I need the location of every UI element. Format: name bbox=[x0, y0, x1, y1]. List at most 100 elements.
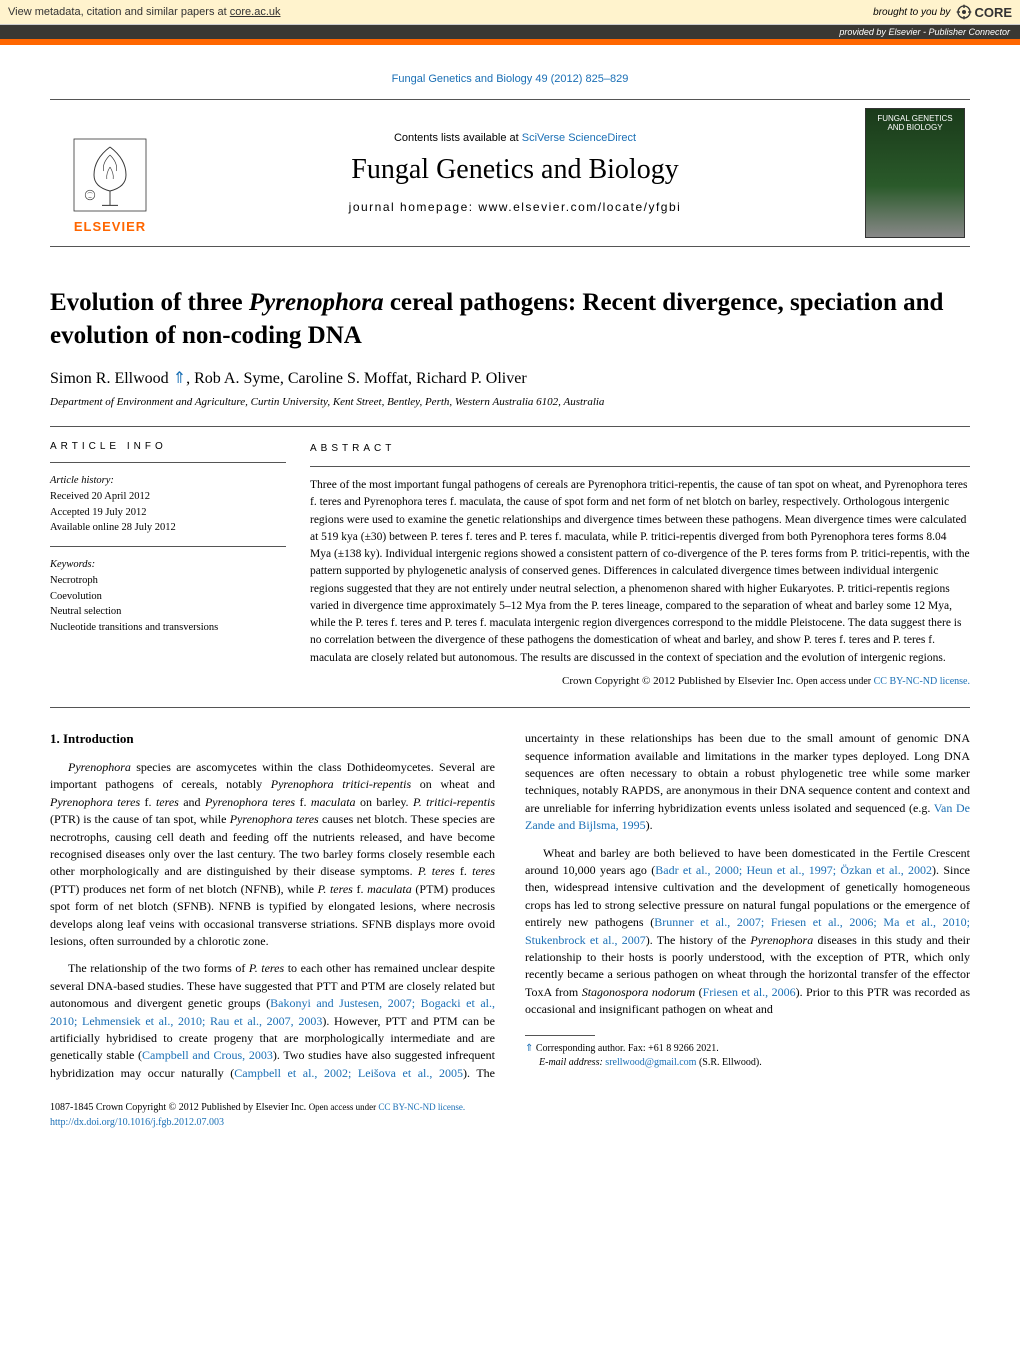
body-text-span: f. bbox=[353, 882, 367, 896]
citation-link[interactable]: Badr et al., 2000; Heun et al., 1997; Öz… bbox=[655, 863, 932, 877]
body-text-span: maculata bbox=[311, 795, 356, 809]
authors-rest: , Rob A. Syme, Caroline S. Moffat, Richa… bbox=[186, 370, 527, 387]
keywords-list: Necrotroph Coevolution Neutral selection… bbox=[50, 573, 286, 636]
body-text-span: f. bbox=[295, 795, 311, 809]
core-logo[interactable]: CORE bbox=[956, 4, 1012, 20]
journal-cover-cell: FUNGAL GENETICS AND BIOLOGY bbox=[860, 108, 970, 238]
core-link[interactable]: core.ac.uk bbox=[230, 6, 281, 18]
cover-line1: FUNGAL GENETICS bbox=[877, 114, 952, 123]
body-text-span: The relationship of the two forms of bbox=[68, 961, 249, 975]
history-received: Received 20 April 2012 bbox=[50, 489, 286, 505]
email-footnote: E-mail address: srellwood@gmail.com (S.R… bbox=[525, 1056, 970, 1070]
license-prefix: Open access under bbox=[796, 676, 873, 687]
title-species: Pyrenophora bbox=[249, 289, 384, 316]
sciencedirect-link[interactable]: SciVerse ScienceDirect bbox=[522, 132, 636, 144]
body-text-span: teres bbox=[156, 795, 179, 809]
core-banner-right: brought to you by CORE bbox=[873, 4, 1012, 20]
affiliation: Department of Environment and Agricultur… bbox=[50, 396, 970, 408]
body-text-span: ). The history of the bbox=[646, 933, 751, 947]
bottom-license-link[interactable]: CC BY-NC-ND license. bbox=[378, 1102, 465, 1112]
brought-by-text: brought to you by bbox=[873, 7, 950, 18]
body-text: 1. Introduction Pyrenophora species are … bbox=[50, 730, 970, 1082]
article-title: Evolution of three Pyrenophora cereal pa… bbox=[50, 287, 970, 352]
history-accepted: Accepted 19 July 2012 bbox=[50, 505, 286, 521]
corresponding-footnote: ⇑ Corresponding author. Fax: +61 8 9266 … bbox=[525, 1042, 970, 1056]
elsevier-tree-icon bbox=[70, 135, 150, 215]
body-text-span: P. teres bbox=[318, 882, 353, 896]
email-link[interactable]: srellwood@gmail.com bbox=[605, 1057, 696, 1068]
journal-cover-image: FUNGAL GENETICS AND BIOLOGY bbox=[865, 108, 965, 238]
keywords-label: Keywords: bbox=[50, 557, 286, 573]
doi-link[interactable]: http://dx.doi.org/10.1016/j.fgb.2012.07.… bbox=[50, 1117, 224, 1128]
body-text-span: Pyrenophora tritici-repentis bbox=[271, 777, 411, 791]
footnote-corr-text: Corresponding author. Fax: +61 8 9266 20… bbox=[533, 1043, 718, 1054]
email-suffix: (S.R. Ellwood). bbox=[696, 1057, 761, 1068]
footnote-rule bbox=[525, 1035, 595, 1036]
body-text-span: Pyrenophora bbox=[750, 933, 813, 947]
footnote-block: ⇑ Corresponding author. Fax: +61 8 9266 … bbox=[525, 1035, 970, 1070]
page-content: Fungal Genetics and Biology 49 (2012) 82… bbox=[0, 45, 1020, 1150]
keyword-item: Neutral selection bbox=[50, 604, 286, 620]
bottom-license-prefix: Open access under bbox=[309, 1102, 379, 1112]
body-text-span: Stagonospora nodorum bbox=[582, 985, 695, 999]
cover-line2: AND BIOLOGY bbox=[887, 123, 942, 132]
homepage-prefix: journal homepage: bbox=[349, 200, 479, 214]
article-info-column: article info Article history: Received 2… bbox=[50, 441, 310, 689]
copyright-text: Crown Copyright © 2012 Published by Else… bbox=[562, 675, 796, 687]
core-banner: View metadata, citation and similar pape… bbox=[0, 0, 1020, 25]
contents-line: Contents lists available at SciVerse Sci… bbox=[180, 132, 850, 144]
homepage-url: www.elsevier.com/locate/yfgbi bbox=[478, 200, 681, 214]
body-text-span: Pyrenophora teres bbox=[205, 795, 295, 809]
license-link[interactable]: CC BY-NC-ND license. bbox=[874, 676, 970, 687]
keyword-item: Coevolution bbox=[50, 589, 286, 605]
info-abstract-block: article info Article history: Received 2… bbox=[50, 426, 970, 708]
citation-link[interactable]: Campbell et al., 2002; Leišova et al., 2… bbox=[234, 1066, 463, 1080]
body-text-span: ( bbox=[695, 985, 702, 999]
journal-name: Fungal Genetics and Biology bbox=[180, 154, 850, 186]
abstract-column: abstract Three of the most important fun… bbox=[310, 441, 970, 689]
keywords-block: Keywords: Necrotroph Coevolution Neutral… bbox=[50, 557, 286, 636]
body-text-span: Pyrenophora teres bbox=[230, 812, 319, 826]
corresponding-mark[interactable]: ⇑ bbox=[173, 370, 186, 387]
doi-line: http://dx.doi.org/10.1016/j.fgb.2012.07.… bbox=[50, 1115, 970, 1130]
intro-para-1: Pyrenophora species are ascomycetes with… bbox=[50, 759, 495, 950]
cover-title: FUNGAL GENETICS AND BIOLOGY bbox=[870, 115, 960, 133]
journal-header-box: ELSEVIER Contents lists available at Sci… bbox=[50, 99, 970, 247]
body-text-span: on wheat and bbox=[411, 777, 495, 791]
authors: Simon R. Ellwood ⇑, Rob A. Syme, Carolin… bbox=[50, 368, 970, 388]
keyword-item: Nucleotide transitions and transversions bbox=[50, 620, 286, 636]
core-logo-text: CORE bbox=[974, 5, 1012, 20]
body-text-span: (PTT) produces net form of net blotch (N… bbox=[50, 882, 318, 896]
header-middle: Contents lists available at SciVerse Sci… bbox=[170, 108, 860, 238]
body-text-span: (PTR) is the cause of tan spot, while bbox=[50, 812, 230, 826]
citation-link[interactable]: Friesen et al., 2006 bbox=[703, 985, 796, 999]
body-text-span: Pyrenophora bbox=[68, 760, 131, 774]
provider-link[interactable]: Elsevier - Publisher Connector bbox=[888, 27, 1010, 37]
contents-prefix: Contents lists available at bbox=[394, 132, 522, 144]
abstract-rule bbox=[310, 466, 970, 467]
abstract-heading: abstract bbox=[310, 441, 970, 456]
title-part1: Evolution of three bbox=[50, 289, 249, 316]
intro-para-3: Wheat and barley are both believed to ha… bbox=[525, 845, 970, 1019]
info-rule bbox=[50, 462, 286, 463]
issn-copyright-text: 1087-1845 Crown Copyright © 2012 Publish… bbox=[50, 1102, 309, 1113]
body-text-span: and bbox=[179, 795, 205, 809]
abstract-copyright: Crown Copyright © 2012 Published by Else… bbox=[310, 673, 970, 690]
core-banner-left: View metadata, citation and similar pape… bbox=[8, 6, 281, 18]
history-online: Available online 28 July 2012 bbox=[50, 520, 286, 536]
body-text-span: on barley. bbox=[356, 795, 413, 809]
info-rule bbox=[50, 546, 286, 547]
body-text-span: Pyrenophora teres bbox=[50, 795, 140, 809]
abstract-text: Three of the most important fungal patho… bbox=[310, 477, 970, 667]
intro-heading: 1. Introduction bbox=[50, 730, 495, 749]
journal-ref-link[interactable]: Fungal Genetics and Biology 49 (2012) 82… bbox=[392, 73, 629, 85]
core-target-icon bbox=[956, 4, 972, 20]
bottom-metadata: 1087-1845 Crown Copyright © 2012 Publish… bbox=[50, 1100, 970, 1130]
body-text-span: f. bbox=[140, 795, 156, 809]
body-text-span: teres bbox=[472, 864, 495, 878]
author-lead: Simon R. Ellwood bbox=[50, 370, 173, 387]
article-info-heading: article info bbox=[50, 441, 286, 452]
citation-link[interactable]: Campbell and Crous, 2003 bbox=[142, 1048, 273, 1062]
body-text-span: f. bbox=[455, 864, 472, 878]
journal-reference: Fungal Genetics and Biology 49 (2012) 82… bbox=[50, 73, 970, 85]
